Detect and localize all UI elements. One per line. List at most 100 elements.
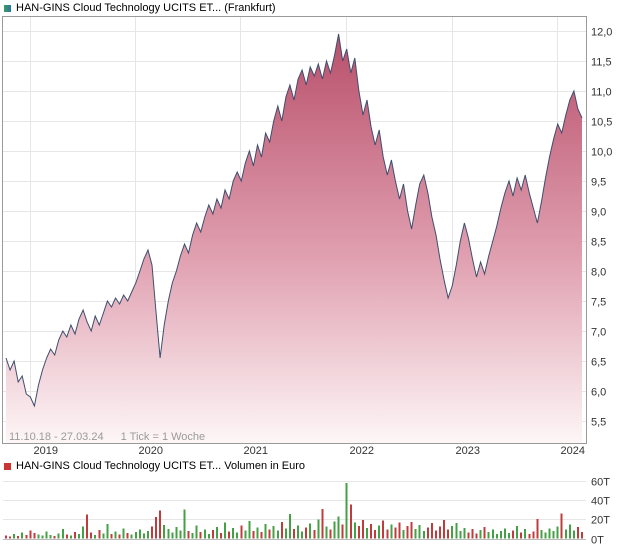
volume-bar — [142, 533, 145, 539]
date-range-label: 11.10.18 - 27.03.24 — [9, 431, 104, 443]
volume-bar — [276, 530, 279, 539]
price-y-axis-label: 8,0 — [591, 267, 606, 279]
volume-bar — [155, 516, 158, 539]
volume-bar — [183, 509, 186, 539]
volume-bar — [82, 526, 85, 539]
volume-bar — [491, 529, 494, 539]
volume-bar — [215, 526, 218, 539]
volume-bar — [268, 529, 271, 539]
volume-bar — [195, 525, 198, 539]
volume-bar — [321, 508, 324, 539]
volume-bar — [430, 523, 433, 539]
volume-bar — [86, 514, 89, 539]
price-x-axis-label: 2023 — [456, 445, 480, 457]
volume-chart[interactable]: 0T 20T 40T 60T — [0, 474, 620, 546]
volume-bar — [74, 531, 76, 539]
volume-bar — [402, 530, 405, 539]
price-y-axis-label: 6,0 — [591, 387, 606, 399]
volume-y-axis-label: 0T — [591, 535, 604, 546]
volume-y-axis-label: 20T — [591, 515, 610, 527]
price-chart[interactable]: 11.10.18 - 27.03.24 1 Tick = 1 Woche 12,… — [0, 16, 620, 458]
volume-bar — [297, 525, 300, 539]
volume-bar — [175, 527, 178, 539]
volume-bar — [53, 536, 56, 539]
tick-interval-label: 1 Tick = 1 Woche — [120, 431, 206, 443]
volume-bar — [463, 528, 466, 539]
volume-bar — [560, 513, 563, 539]
volume-bar — [475, 533, 478, 539]
volume-bar — [390, 524, 393, 539]
price-y-axis-label: 6,5 — [591, 357, 606, 369]
volume-bar — [576, 527, 579, 539]
volume-bar — [447, 529, 450, 539]
volume-bar — [159, 510, 162, 539]
volume-bar — [94, 534, 97, 539]
volume-bar — [110, 534, 113, 539]
volume-bar — [540, 530, 543, 539]
volume-bar — [106, 523, 109, 539]
volume-chart-header: HAN-GINS Cloud Technology UCITS ET... Vo… — [0, 458, 620, 474]
volume-bar — [163, 524, 166, 539]
volume-bar — [370, 523, 373, 539]
volume-bar — [337, 516, 340, 539]
volume-bar — [487, 531, 490, 539]
price-y-axis-label: 7,5 — [591, 297, 606, 309]
volume-y-axis-label: 60T — [591, 477, 610, 489]
price-y-axis-label: 9,0 — [591, 207, 606, 219]
volume-bar — [568, 524, 571, 539]
price-area — [6, 34, 582, 443]
volume-bar — [167, 529, 170, 539]
volume-bar — [410, 521, 413, 539]
volume-bar — [288, 514, 291, 539]
volume-bar — [41, 535, 44, 539]
volume-bar — [362, 519, 364, 539]
volume-bar — [341, 524, 344, 539]
price-y-axis-label: 11,0 — [591, 87, 612, 99]
volume-bar — [244, 530, 247, 539]
price-x-axis-label: 2021 — [244, 445, 268, 457]
volume-bar — [532, 531, 535, 539]
volume-bar — [236, 532, 239, 539]
volume-bar — [126, 532, 129, 539]
volume-bar — [499, 531, 502, 539]
volume-bar — [309, 523, 312, 539]
volume-bar — [248, 520, 251, 539]
price-chart-title: HAN-GINS Cloud Technology UCITS ET... (F… — [16, 2, 276, 14]
price-plot-frame — [2, 16, 587, 444]
volume-bar — [556, 526, 559, 539]
volume-bar — [37, 534, 40, 539]
volume-bar — [228, 531, 231, 539]
volume-bar — [203, 529, 206, 539]
price-y-axis-label: 10,0 — [591, 147, 612, 159]
volume-bar — [406, 526, 409, 539]
volume-bar — [78, 533, 80, 539]
volume-bar — [224, 522, 226, 539]
volume-bar — [305, 527, 308, 539]
volume-bar — [382, 520, 385, 539]
price-chart-header: HAN-GINS Cloud Technology UCITS ET... (F… — [0, 0, 620, 16]
price-chart-svg: 12,0 11,5 11,0 10,5 10,0 9,5 9,0 8,5 8,0 7,5 7,0 6,… — [2, 16, 612, 457]
volume-bar — [57, 533, 60, 539]
volume-bar — [179, 530, 182, 539]
volume-bar — [134, 532, 137, 539]
volume-bar — [130, 534, 133, 539]
volume-bar — [329, 529, 332, 539]
volume-bar — [378, 525, 381, 539]
volume-bar — [17, 535, 20, 539]
volume-bar — [313, 530, 316, 539]
volume-bar — [171, 532, 174, 539]
volume-bar — [151, 526, 153, 539]
volume-bar — [374, 529, 377, 539]
volume-bar — [138, 529, 141, 539]
volume-bar — [187, 531, 190, 539]
volume-bar — [211, 530, 214, 539]
volume-bar — [301, 531, 304, 539]
volume-bar — [147, 531, 149, 539]
volume-bar — [439, 526, 441, 539]
price-line — [5, 33, 583, 408]
volume-bar — [264, 524, 267, 539]
volume-bar — [426, 527, 429, 539]
volume-bar — [284, 528, 287, 539]
volume-bar — [256, 527, 259, 539]
volume-bar — [240, 525, 243, 539]
